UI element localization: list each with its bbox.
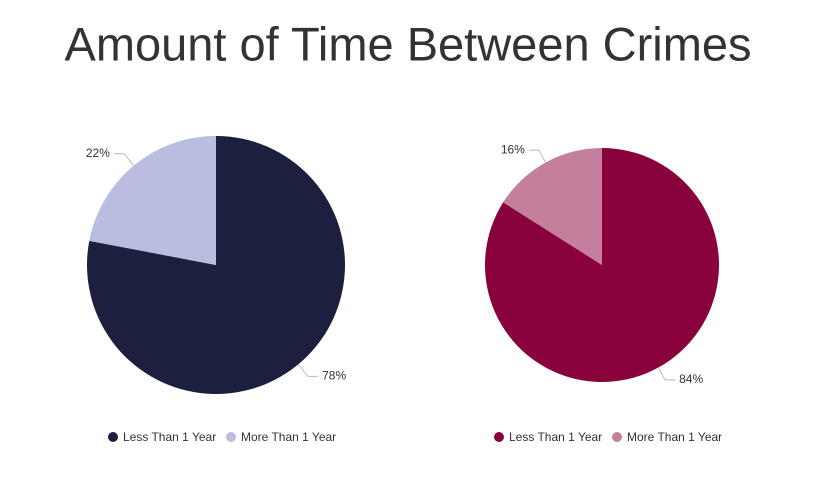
chart-title: Amount of Time Between Crimes <box>65 17 752 70</box>
leader-line <box>297 364 319 377</box>
legend-label: Less Than 1 Year <box>509 430 602 444</box>
data-label: 84% <box>679 372 703 386</box>
legend-label: More Than 1 Year <box>627 430 722 444</box>
leader-line <box>113 153 135 166</box>
leader-line <box>528 149 547 163</box>
legend-swatch <box>226 432 236 442</box>
data-label: 22% <box>86 146 110 160</box>
data-label: 78% <box>322 368 346 382</box>
pie-slice <box>503 148 602 265</box>
leader-line <box>657 367 676 381</box>
legend-swatch <box>108 432 118 442</box>
data-label: 16% <box>501 142 525 156</box>
legend-label: More Than 1 Year <box>241 430 336 444</box>
legend-label: Less Than 1 Year <box>123 430 216 444</box>
pie-slice <box>89 136 216 265</box>
legend-swatch <box>612 432 622 442</box>
legend-swatch <box>494 432 504 442</box>
